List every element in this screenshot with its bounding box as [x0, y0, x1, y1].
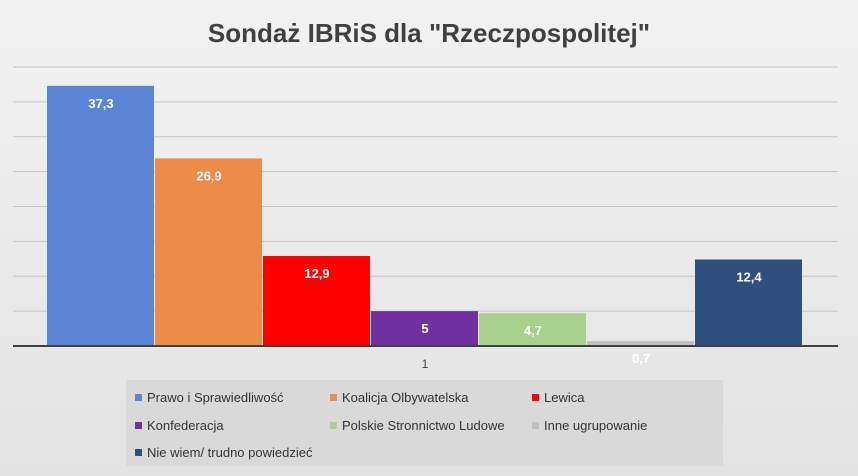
bar — [263, 256, 370, 346]
legend-swatch — [330, 394, 337, 401]
bar — [47, 85, 154, 347]
legend-label: Nie wiem/ trudno powiedzieć — [147, 445, 313, 460]
legend-item: Polskie Stronnictwo Ludowe — [330, 418, 505, 433]
legend-item: Lewica — [532, 390, 584, 405]
bars — [47, 85, 802, 347]
data-label: 5 — [421, 321, 428, 336]
legend-item: Nie wiem/ trudno powiedzieć — [135, 445, 312, 460]
bar — [479, 313, 586, 346]
data-label: 12,4 — [736, 270, 762, 285]
data-label: 37,3 — [88, 96, 113, 111]
legend-label: Polskie Stronnictwo Ludowe — [342, 418, 505, 433]
legend-label: Inne ugrupowanie — [544, 418, 648, 433]
legend-label: Konfederacja — [147, 418, 224, 433]
value-labels: 37,3 26,9 12,9 5 4,7 0,7 12,4 — [88, 96, 762, 366]
legend-label: Lewica — [544, 390, 585, 405]
x-tick-label: 1 — [422, 357, 429, 371]
legend-item: Inne ugrupowanie — [532, 418, 647, 433]
legend-swatch — [135, 449, 142, 456]
legend-item: Prawo i Sprawiedliwość — [135, 390, 284, 405]
legend: Prawo i Sprawiedliwość Koalicja Olbywate… — [126, 380, 723, 466]
legend-swatch — [532, 394, 539, 401]
bar — [587, 341, 694, 346]
legend-swatch — [330, 422, 337, 429]
legend-item: Koalicja Olbywatelska — [330, 390, 468, 405]
data-label: 4,7 — [524, 323, 542, 338]
legend-swatch — [532, 422, 539, 429]
bar — [155, 158, 262, 346]
data-label: 26,9 — [196, 168, 221, 183]
legend-label: Prawo i Sprawiedliwość — [147, 390, 284, 405]
data-label: 12,9 — [304, 266, 329, 281]
data-label: 0,7 — [632, 351, 650, 366]
legend-swatch — [135, 394, 142, 401]
legend-swatch — [135, 422, 142, 429]
bar — [371, 311, 478, 346]
bar — [695, 259, 802, 346]
legend-label: Koalicja Olbywatelska — [342, 390, 469, 405]
legend-item: Konfederacja — [135, 418, 224, 433]
chart-title: Sondaż IBRiS dla "Rzeczpospolitej" — [208, 18, 650, 48]
